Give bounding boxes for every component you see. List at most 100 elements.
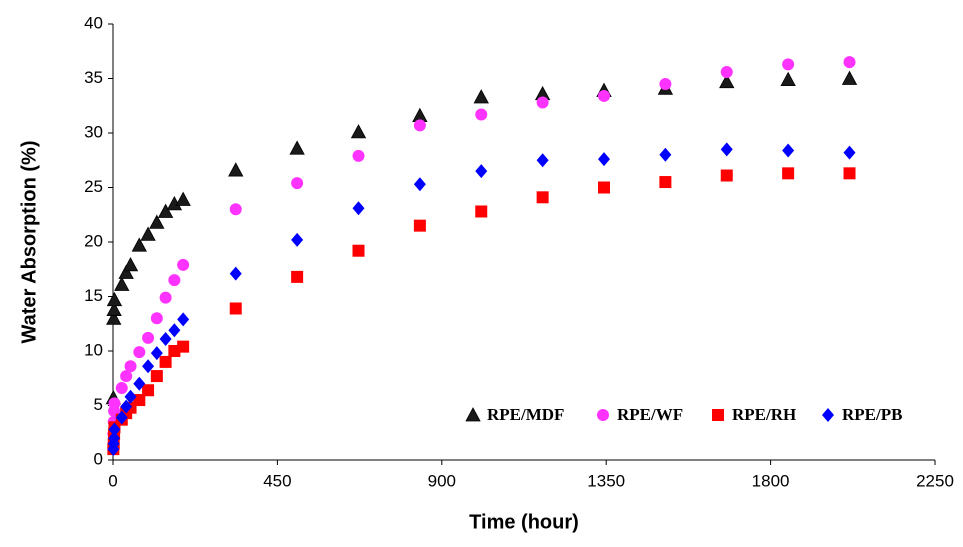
data-point: [133, 346, 146, 359]
y-tick-label: 35: [84, 68, 103, 87]
data-point: [177, 340, 190, 353]
data-point: [140, 226, 156, 241]
data-point: [131, 237, 147, 252]
data-point: [598, 89, 611, 102]
data-point: [659, 176, 672, 189]
data-point: [229, 266, 242, 281]
x-tick-label: 0: [108, 471, 117, 490]
y-tick-label: 15: [84, 286, 103, 305]
data-point: [120, 399, 133, 414]
y-tick-label: 40: [84, 13, 103, 32]
data-point: [106, 291, 123, 307]
data-point: [150, 312, 163, 325]
data-point: [228, 162, 244, 177]
legend-marker: [597, 409, 609, 421]
data-point: [122, 257, 139, 272]
data-point: [229, 302, 242, 315]
data-point: [150, 370, 163, 383]
data-point: [843, 167, 856, 180]
data-point: [142, 359, 155, 374]
y-tick-label: 20: [84, 231, 103, 250]
y-tick-label: 10: [84, 340, 103, 359]
x-tick-label: 1800: [752, 471, 790, 490]
data-point: [115, 382, 128, 395]
data-point: [115, 410, 128, 425]
data-point: [108, 422, 121, 437]
data-point: [168, 274, 181, 287]
data-point: [782, 58, 795, 71]
data-point: [289, 140, 305, 155]
data-point: [157, 203, 174, 218]
data-point: [168, 323, 181, 338]
legend-label: RPE/MDF: [487, 405, 564, 424]
data-point: [350, 124, 367, 139]
data-point: [291, 177, 304, 190]
legend-label: RPE/WF: [617, 405, 683, 424]
data-point: [413, 177, 426, 192]
data-point: [659, 77, 672, 90]
data-point: [782, 143, 795, 158]
x-tick-label: 2250: [916, 471, 954, 490]
data-point: [413, 119, 426, 132]
data-point: [475, 164, 488, 179]
data-point: [473, 89, 489, 104]
legend-marker: [712, 409, 724, 421]
data-point: [719, 73, 735, 89]
data-point: [114, 276, 130, 291]
data-point: [536, 191, 549, 204]
x-tick-label: 900: [428, 471, 456, 490]
x-axis-title: Time (hour): [469, 511, 579, 533]
data-point: [475, 205, 488, 218]
data-point: [159, 355, 172, 368]
data-point: [177, 258, 190, 271]
data-point: [843, 56, 856, 69]
y-tick-label: 25: [84, 177, 103, 196]
data-point: [133, 376, 146, 391]
data-point: [291, 232, 304, 247]
legend-label: RPE/PB: [842, 405, 902, 424]
data-point: [142, 331, 155, 344]
data-point: [159, 332, 172, 347]
data-point: [142, 384, 155, 397]
data-point: [124, 389, 137, 404]
data-point: [106, 310, 122, 325]
data-point: [106, 301, 122, 316]
data-point: [229, 203, 242, 216]
data-point: [598, 181, 611, 194]
data-point: [159, 291, 172, 304]
legend-label: RPE/RH: [732, 405, 796, 424]
data-point: [536, 153, 549, 168]
data-point: [149, 214, 165, 229]
data-point: [291, 270, 304, 283]
data-point: [413, 219, 426, 232]
data-point: [352, 201, 365, 216]
y-axis-title: Water Absorption (%): [18, 141, 40, 344]
data-point: [841, 70, 858, 85]
data-point: [118, 264, 134, 279]
data-point: [720, 169, 733, 182]
y-tick-label: 0: [94, 449, 103, 468]
legend-marker: [822, 408, 834, 422]
data-point: [843, 145, 856, 160]
x-tick-label: 1350: [587, 471, 625, 490]
data-point: [108, 397, 121, 410]
data-point: [124, 360, 137, 373]
y-tick-label: 30: [84, 122, 103, 141]
data-point: [598, 152, 611, 167]
data-point: [780, 71, 796, 86]
data-point: [536, 96, 549, 109]
data-point: [352, 149, 365, 162]
data-point: [150, 346, 163, 361]
data-point: [175, 191, 191, 206]
data-point: [177, 312, 190, 327]
data-point: [120, 370, 133, 383]
data-point: [475, 108, 488, 121]
data-point: [108, 431, 121, 446]
data-point: [659, 147, 672, 162]
data-point: [352, 244, 365, 257]
data-point: [720, 142, 733, 157]
data-point: [720, 65, 733, 78]
x-tick-label: 450: [263, 471, 291, 490]
